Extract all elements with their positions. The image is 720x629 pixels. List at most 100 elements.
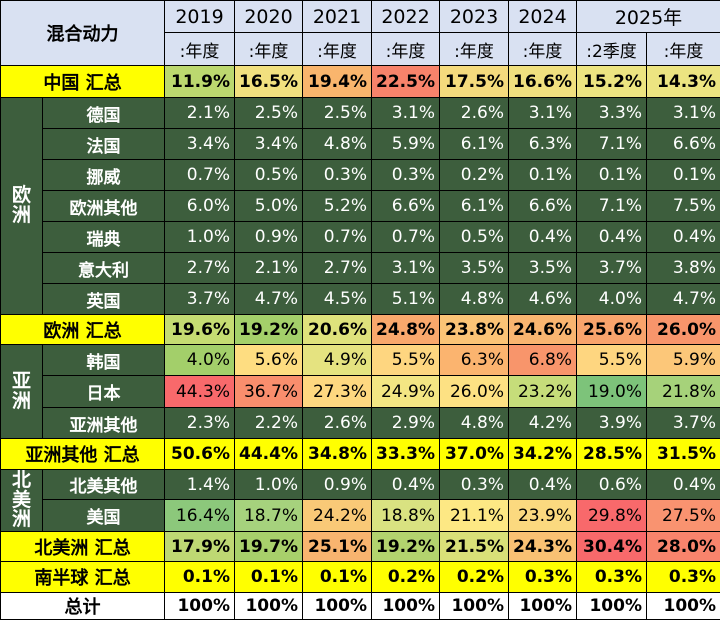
year-header: 2023 <box>439 0 509 33</box>
value-cell: 16.5% <box>234 65 303 98</box>
row-label: 德国 <box>42 97 165 129</box>
value-cell: 19.2% <box>234 314 303 345</box>
row-label: 美国 <box>42 499 165 532</box>
value-cell: 100% <box>164 592 235 620</box>
value-cell: 100% <box>302 592 372 620</box>
value-cell: 0.7% <box>164 159 235 191</box>
value-cell: 44.4% <box>234 438 303 470</box>
value-cell: 20.6% <box>302 314 372 345</box>
value-cell: 4.8% <box>439 283 509 315</box>
value-cell: 23.9% <box>508 499 577 532</box>
value-cell: 2.2% <box>234 407 303 439</box>
value-cell: 4.0% <box>576 283 647 315</box>
table-row: 北美洲 北美其他 1.4% 1.0% 0.9% 0.4% 0.3% 0.4% 0.6% 0.4% <box>0 469 720 532</box>
value-cell: 6.8% <box>508 344 577 376</box>
region-label: 亚洲 <box>0 344 43 439</box>
value-cell: 21.8% <box>645 375 720 408</box>
value-cell: 1.0% <box>234 469 303 500</box>
value-cell: 3.1% <box>371 252 440 284</box>
value-cell: 0.2% <box>439 159 509 191</box>
value-cell: 7.1% <box>576 190 647 222</box>
region-text: 欧洲 <box>12 184 32 226</box>
value-cell: 2.3% <box>164 407 235 439</box>
value-cell: 24.8% <box>371 314 440 345</box>
row-label: 瑞典 <box>42 221 165 253</box>
corner-label: 混合动力 <box>0 0 165 66</box>
period-header: :年度 <box>234 32 303 66</box>
value-cell: 4.7% <box>645 283 720 315</box>
row-label: 亚洲其他 <box>42 407 165 439</box>
value-cell: 4.6% <box>508 283 577 315</box>
value-cell: 4.8% <box>302 128 372 160</box>
table-row: 日本 44.3% 36.7% 27.3% 24.9% 26.0% 23.2% 19.0% 21.… <box>1 375 720 408</box>
value-cell: 3.5% <box>508 252 577 284</box>
value-cell: 0.5% <box>439 221 509 253</box>
row-label: 日本 <box>42 375 165 408</box>
summary-label: 中国 汇总 <box>0 65 165 98</box>
value-cell: 0.9% <box>302 469 372 500</box>
value-cell: 27.3% <box>302 375 372 408</box>
value-cell: 0.1% <box>234 561 303 593</box>
row-label: 挪威 <box>42 159 165 191</box>
value-cell: 5.5% <box>371 344 440 376</box>
value-cell: 6.1% <box>439 128 509 160</box>
summary-label: 北美洲 汇总 <box>0 531 165 562</box>
value-cell: 16.6% <box>508 65 577 98</box>
value-cell: 19.2% <box>371 531 440 562</box>
value-cell: 0.2% <box>439 561 509 593</box>
value-cell: 5.5% <box>576 344 647 376</box>
summary-row: 中国 汇总 11.9% 16.5% 19.4% 22.5% 17.5% 16.6% 15.2%… <box>0 65 720 98</box>
summary-label: 南半球 汇总 <box>0 561 165 593</box>
table-row: 欧洲 德国 2.1% 2.5% 2.5% 3.1% 2.6% 3.1% 3.3% 3.1% <box>0 97 720 315</box>
value-cell: 24.6% <box>508 314 577 345</box>
value-cell: 28.0% <box>645 531 720 562</box>
value-cell: 18.8% <box>371 499 440 532</box>
header-row-periods: :年度 :年度 :年度 :年度 :年度 :年度 :2季度 :年度 <box>1 32 720 66</box>
value-cell: 4.9% <box>302 344 372 376</box>
value-cell: 2.6% <box>302 407 372 439</box>
value-cell: 18.7% <box>234 499 303 532</box>
value-cell: 24.2% <box>302 499 372 532</box>
value-cell: 4.7% <box>234 283 303 315</box>
value-cell: 0.9% <box>234 221 303 253</box>
value-cell: 11.9% <box>164 65 235 98</box>
table-row: 法国 3.4% 3.4% 4.8% 5.9% 6.1% 6.3% 7.1% 6.6% <box>1 128 720 160</box>
value-cell: 0.6% <box>576 469 647 500</box>
region-label: 北美洲 <box>0 469 43 532</box>
year-header: 2020 <box>234 0 303 33</box>
value-cell: 22.5% <box>371 65 440 98</box>
value-cell: 100% <box>508 592 577 620</box>
value-cell: 29.8% <box>576 499 647 532</box>
value-cell: 5.0% <box>234 190 303 222</box>
value-cell: 15.2% <box>576 65 647 98</box>
value-cell: 6.3% <box>508 128 577 160</box>
value-cell: 0.4% <box>645 469 720 500</box>
year-header: 2022 <box>371 0 440 33</box>
row-label: 法国 <box>42 128 165 160</box>
row-label: 北美其他 <box>42 469 165 500</box>
value-cell: 2.5% <box>302 97 372 129</box>
value-cell: 5.6% <box>234 344 303 376</box>
value-cell: 34.2% <box>508 438 577 470</box>
value-cell: 0.3% <box>645 561 720 593</box>
value-cell: 0.4% <box>508 221 577 253</box>
value-cell: 3.7% <box>645 407 720 439</box>
summary-label: 亚洲其他 汇总 <box>0 438 165 470</box>
value-cell: 0.3% <box>508 561 577 593</box>
value-cell: 26.0% <box>645 314 720 345</box>
value-cell: 25.6% <box>576 314 647 345</box>
value-cell: 6.0% <box>164 190 235 222</box>
summary-row: 欧洲 汇总 19.6% 19.2% 20.6% 24.8% 23.8% 24.6% 25.6%… <box>0 314 720 345</box>
value-cell: 0.1% <box>508 159 577 191</box>
value-cell: 1.0% <box>164 221 235 253</box>
value-cell: 2.1% <box>234 252 303 284</box>
value-cell: 24.3% <box>508 531 577 562</box>
table-row: 意大利 2.7% 2.1% 2.7% 3.1% 3.5% 3.5% 3.7% 3.8% <box>1 252 720 284</box>
region-label: 欧洲 <box>0 97 43 315</box>
value-cell: 4.0% <box>164 344 235 376</box>
value-cell: 2.5% <box>234 97 303 129</box>
period-header: :年度 <box>439 32 509 66</box>
value-cell: 7.1% <box>576 128 647 160</box>
value-cell: 23.8% <box>439 314 509 345</box>
period-header: :年度 <box>302 32 372 66</box>
